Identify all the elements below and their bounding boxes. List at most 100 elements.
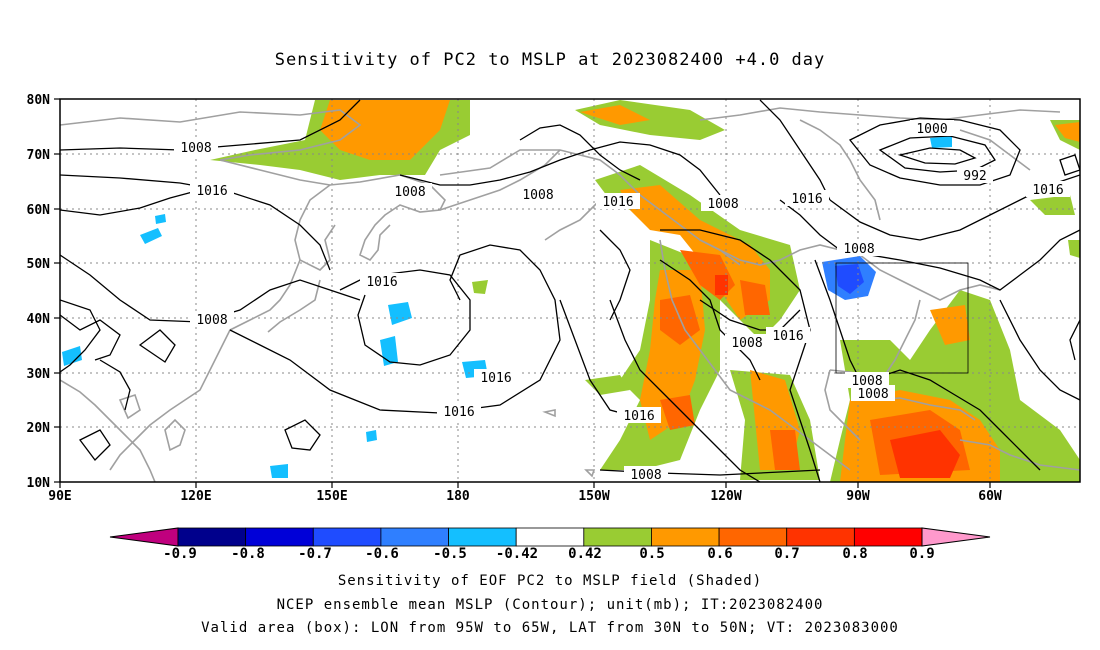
svg-text:1016: 1016: [772, 329, 803, 344]
lat-label: 10N: [27, 476, 51, 491]
contour-label: 1008: [701, 195, 745, 212]
lat-label: 60N: [27, 203, 51, 218]
svg-text:992: 992: [963, 169, 986, 184]
lat-label: 30N: [27, 367, 51, 382]
lon-label: 60W: [978, 489, 1002, 504]
contour-label: 1008: [516, 186, 560, 203]
shading-blue: [822, 256, 876, 300]
svg-text:1016: 1016: [602, 195, 633, 210]
svg-text:1016: 1016: [791, 192, 822, 207]
colorbar-label: -0.5: [433, 546, 467, 562]
contour-label: 1016: [617, 407, 661, 424]
colorbar-high-arrow: [921, 527, 991, 547]
lon-label: 150E: [316, 489, 347, 504]
svg-text:1016: 1016: [480, 371, 511, 386]
colorbar-box: [718, 527, 788, 547]
colorbar-label: 0.7: [774, 546, 799, 562]
lat-label: 20N: [27, 421, 51, 436]
contour-label: 1008: [725, 334, 769, 351]
svg-text:1008: 1008: [843, 242, 874, 257]
longitude-labels: 90E 120E 150E 180 150W 120W 90W 60W: [48, 489, 1002, 504]
svg-text:1016: 1016: [196, 184, 227, 199]
colorbar-label: -0.9: [163, 546, 197, 562]
lon-label: 120W: [710, 489, 741, 504]
valid-area-box: [835, 262, 969, 374]
contour-label: 1016: [1054, 193, 1085, 210]
colorbar-label: -0.8: [231, 546, 265, 562]
coastlines: [60, 107, 1080, 482]
axis-ticks: [54, 98, 991, 488]
colorbar-box: [177, 527, 247, 547]
svg-text:1016: 1016: [366, 275, 397, 290]
contour-label: 1008: [837, 240, 881, 257]
mslp-contours: [60, 99, 1080, 482]
colorbar-box: [515, 527, 585, 547]
contour-label: 1016: [596, 193, 640, 210]
contour-label: 1000: [910, 120, 954, 137]
contour-label: 1008: [190, 311, 234, 328]
colorbar-boxes: [177, 527, 923, 547]
contour-label: 1008: [851, 385, 895, 402]
caption-valid-area: Valid area (box): LON from 95W to 65W, L…: [201, 620, 899, 636]
contour-label: 1008: [624, 466, 668, 483]
map-frame: [59, 98, 1081, 483]
colorbar-box: [651, 527, 720, 547]
lat-label: 40N: [27, 312, 51, 327]
caption-contour: NCEP ensemble mean MSLP (Contour); unit(…: [276, 597, 824, 613]
colorbar-box: [245, 527, 314, 547]
colorbar-box: [380, 527, 449, 547]
colorbar-label: 0.5: [639, 546, 664, 562]
lat-label: 80N: [27, 93, 51, 108]
lon-label: 90E: [48, 489, 71, 504]
lon-label: 180: [446, 489, 470, 504]
colorbar-box: [312, 527, 382, 547]
caption-shading: Sensitivity of EOF PC2 to MSLP field (Sh…: [337, 573, 763, 589]
svg-text:1016: 1016: [1032, 183, 1063, 198]
lat-lon-grid: [60, 99, 1080, 482]
shading-light-blue: [62, 136, 952, 478]
contour-label: 1016: [1026, 181, 1070, 198]
svg-text:1000: 1000: [916, 122, 947, 137]
latitude-labels: 80N 70N 60N 50N 40N 30N 20N 10N: [27, 93, 51, 491]
svg-text:1008: 1008: [196, 313, 227, 328]
contour-label: 1016: [785, 190, 829, 207]
lat-label: 70N: [27, 148, 51, 163]
colorbar-label: -0.7: [298, 546, 332, 562]
contour-label: 1008: [174, 139, 218, 156]
svg-text:1008: 1008: [180, 141, 211, 156]
shading-red: [715, 275, 960, 478]
colorbar-label: 0.6: [707, 546, 732, 562]
colorbar-label: -0.6: [365, 546, 399, 562]
contour-label: 1016: [437, 403, 481, 420]
svg-text:1016: 1016: [1054, 195, 1085, 210]
contour-label: 1016: [190, 182, 234, 199]
colorbar-label: 0.8: [842, 546, 867, 562]
colorbar-box: [448, 527, 517, 547]
lon-label: 90W: [846, 489, 870, 504]
lon-label: 150W: [578, 489, 609, 504]
contour-label: 1016: [474, 369, 518, 386]
colorbar-label: 0.42: [568, 546, 602, 562]
contour-label: 1008: [388, 183, 432, 200]
contour-label-group: 1008 1016 1008 1016 1008 1016 1016 1016 …: [174, 120, 1085, 483]
colorbar-box: [583, 527, 652, 547]
svg-text:1008: 1008: [394, 185, 425, 200]
svg-text:1008: 1008: [707, 197, 738, 212]
contour-label: 992: [957, 167, 993, 184]
svg-text:1008: 1008: [630, 468, 661, 483]
colorbar-box: [786, 527, 855, 547]
svg-text:1008: 1008: [857, 387, 888, 402]
colorbar-label: 0.9: [909, 546, 934, 562]
svg-text:1008: 1008: [731, 336, 762, 351]
colorbar-label: -0.42: [496, 546, 538, 562]
svg-text:1016: 1016: [443, 405, 474, 420]
svg-text:1016: 1016: [623, 409, 654, 424]
lat-label: 50N: [27, 257, 51, 272]
contour-label: 1016: [766, 327, 810, 344]
colorbar: -0.9 -0.8 -0.7 -0.6 -0.5 -0.42 0.42 0.5 …: [109, 527, 991, 562]
figure-title: Sensitivity of PC2 to MSLP at 2023082400…: [274, 50, 826, 70]
lon-label: 120E: [180, 489, 211, 504]
contour-label: 1016: [360, 273, 404, 290]
svg-text:1008: 1008: [522, 188, 553, 203]
colorbar-low-arrow: [109, 527, 179, 547]
